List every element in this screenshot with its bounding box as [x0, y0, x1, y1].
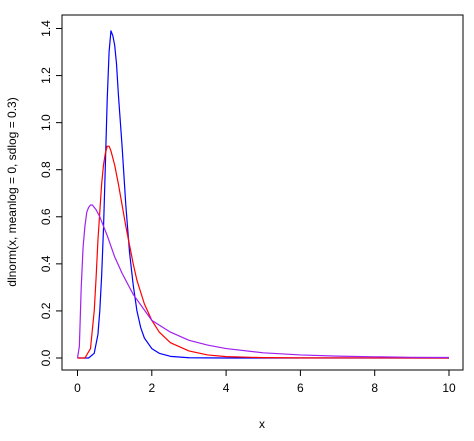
x-tick-label: 2	[148, 381, 155, 395]
x-axis: 0 2 4 6 8 10	[74, 369, 456, 395]
y-tick-label: 0.4	[39, 255, 53, 272]
x-tick-label: 8	[371, 381, 378, 395]
y-tick-label: 1.0	[39, 114, 53, 131]
x-tick-label: 4	[223, 381, 230, 395]
series-line-1	[77, 30, 449, 359]
y-tick-label: 1.2	[39, 67, 53, 84]
y-tick-label: 0.6	[39, 208, 53, 225]
x-axis-label: x	[259, 417, 265, 431]
y-tick-label: 0.8	[39, 161, 53, 178]
y-tick-label: 1.4	[39, 20, 53, 37]
series-line-3	[76, 204, 450, 359]
x-tick-label: 0	[74, 381, 81, 395]
x-tick-label: 6	[297, 381, 304, 395]
y-tick-label: 0.0	[39, 349, 53, 366]
series-layer	[76, 30, 450, 359]
x-tick-label: 10	[442, 381, 456, 395]
y-tick-label: 0.2	[39, 302, 53, 319]
y-axis: 0.0 0.2 0.4 0.6 0.8 1.0 1.2 1.4	[39, 20, 63, 366]
plot-frame	[61, 14, 464, 371]
y-axis-label: dlnorm(x, meanlog = 0, sdlog = 0.3)	[5, 97, 19, 286]
series-line-2	[77, 145, 450, 359]
